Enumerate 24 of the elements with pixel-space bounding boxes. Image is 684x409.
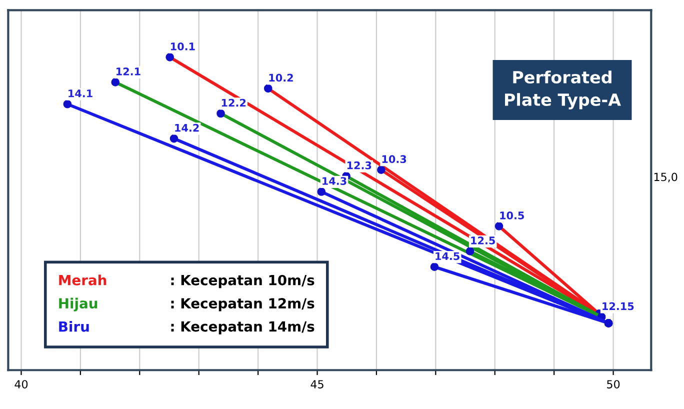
annotation: 12.15 — [602, 302, 634, 310]
annotation: 12.2 — [222, 98, 246, 107]
x-tick-label: 45 — [310, 380, 324, 388]
annotation: 10.3 — [382, 155, 406, 164]
annotation: 14.1 — [68, 90, 92, 98]
annotation: 10.5 — [500, 212, 524, 220]
annotation: : Kecepatan 14m/s — [171, 321, 314, 334]
x-tick-label: 40 — [14, 380, 28, 388]
annotation: 12.5 — [471, 236, 495, 244]
text: Merah — [59, 274, 106, 286]
annotation: 12.1 — [116, 68, 140, 76]
annotation: 14.2 — [175, 124, 199, 132]
text: 15,0 — [654, 172, 678, 182]
annotation: 10.2 — [269, 74, 293, 82]
annotation: 12.3 — [347, 161, 372, 170]
text: Perforated Plate Type-A — [505, 70, 621, 110]
annotation: 14.5 — [436, 252, 460, 260]
annotation: : Kecepatan 10m/s — [171, 274, 314, 288]
x-tick-label: 50 — [607, 380, 620, 388]
annotation: 14.3 — [322, 177, 346, 185]
text: Biru — [59, 321, 89, 332]
text: Hijau — [59, 298, 98, 312]
annotation: 10.1 — [171, 42, 195, 50]
annotation: : Kecepatan 12m/s — [171, 298, 314, 312]
